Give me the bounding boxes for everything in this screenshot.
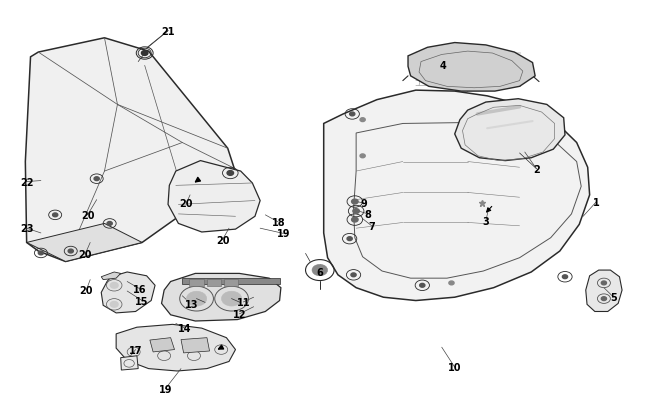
Text: 4: 4	[439, 61, 447, 71]
Circle shape	[350, 113, 355, 117]
Circle shape	[142, 52, 148, 56]
Circle shape	[227, 171, 233, 176]
Text: 20: 20	[78, 250, 92, 260]
Text: 20: 20	[79, 286, 93, 295]
Polygon shape	[182, 279, 280, 285]
Text: 7: 7	[369, 221, 375, 231]
Circle shape	[449, 281, 454, 285]
Circle shape	[312, 265, 328, 276]
Text: 8: 8	[365, 209, 371, 220]
Polygon shape	[162, 274, 281, 321]
Polygon shape	[586, 271, 622, 312]
Bar	[207, 279, 221, 287]
Text: 11: 11	[237, 297, 250, 307]
Polygon shape	[25, 39, 234, 262]
Bar	[224, 279, 238, 287]
Polygon shape	[181, 338, 209, 353]
Text: 2: 2	[533, 164, 540, 174]
Polygon shape	[150, 338, 174, 352]
Polygon shape	[324, 91, 590, 301]
Polygon shape	[27, 224, 142, 262]
Text: 13: 13	[185, 300, 198, 309]
Text: 19: 19	[159, 384, 172, 394]
Text: 6: 6	[317, 267, 323, 277]
Text: 12: 12	[233, 309, 246, 319]
Text: 16: 16	[133, 284, 146, 294]
Polygon shape	[455, 100, 565, 161]
Text: 15: 15	[135, 296, 149, 306]
Text: 3: 3	[482, 217, 489, 226]
Circle shape	[601, 297, 606, 301]
Polygon shape	[408, 43, 535, 92]
Circle shape	[94, 177, 99, 181]
Text: 18: 18	[272, 217, 285, 228]
Polygon shape	[101, 272, 155, 313]
Circle shape	[53, 213, 58, 217]
Text: 1: 1	[593, 198, 599, 207]
Text: 22: 22	[20, 177, 33, 187]
Circle shape	[111, 302, 118, 307]
Circle shape	[347, 237, 352, 241]
Circle shape	[142, 51, 148, 56]
Text: 14: 14	[178, 323, 192, 333]
Circle shape	[562, 275, 567, 279]
Circle shape	[420, 284, 425, 288]
Text: 21: 21	[161, 27, 175, 36]
Polygon shape	[168, 161, 260, 232]
Text: 9: 9	[361, 198, 367, 209]
Circle shape	[351, 273, 356, 277]
Text: 10: 10	[448, 362, 462, 372]
Bar	[189, 279, 203, 287]
Circle shape	[601, 281, 606, 285]
Text: 19: 19	[277, 229, 291, 239]
Text: 20: 20	[179, 199, 193, 209]
Circle shape	[353, 209, 359, 214]
Text: 20: 20	[216, 235, 229, 245]
Circle shape	[68, 249, 73, 253]
Circle shape	[360, 155, 365, 158]
Circle shape	[352, 200, 358, 205]
Circle shape	[360, 118, 365, 122]
Text: 20: 20	[81, 210, 94, 220]
Circle shape	[38, 252, 44, 255]
Polygon shape	[101, 272, 121, 280]
Polygon shape	[121, 356, 138, 370]
Circle shape	[222, 292, 242, 306]
Circle shape	[107, 222, 112, 226]
Circle shape	[187, 292, 207, 306]
Text: 23: 23	[20, 224, 33, 234]
Text: 5: 5	[610, 292, 617, 303]
Circle shape	[111, 283, 118, 288]
Polygon shape	[116, 324, 235, 371]
Text: 17: 17	[129, 345, 142, 355]
Circle shape	[352, 218, 358, 222]
